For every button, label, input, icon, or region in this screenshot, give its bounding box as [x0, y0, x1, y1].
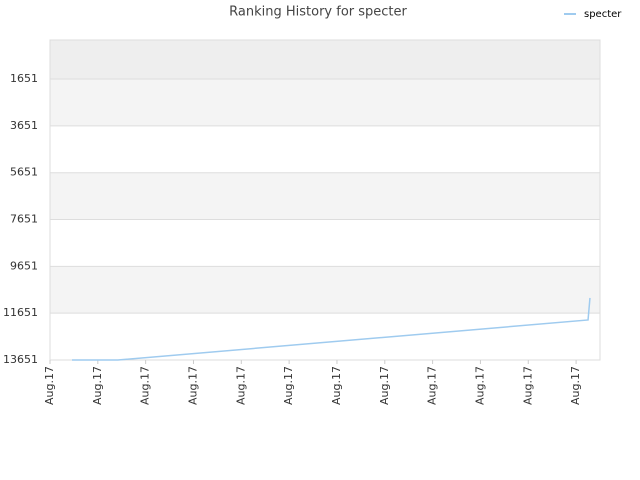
x-tick-label: Aug.17 — [569, 366, 582, 405]
x-tick-label: Aug.17 — [330, 366, 343, 405]
y-tick-label: 13651 — [3, 353, 38, 366]
legend-label: specter — [584, 9, 622, 20]
plot-band — [50, 79, 600, 126]
y-tick-label: 7651 — [10, 213, 38, 226]
y-tick-label: 3651 — [10, 119, 38, 132]
x-tick-label: Aug.17 — [234, 366, 247, 405]
y-tick-label: 5651 — [10, 166, 38, 179]
plot-band — [50, 313, 600, 360]
chart-title: Ranking History for specter — [229, 5, 407, 20]
x-tick-label: Aug.17 — [43, 366, 56, 405]
x-tick-label: Aug.17 — [521, 366, 534, 405]
y-tick-label: 9651 — [10, 259, 38, 272]
x-tick-label: Aug.17 — [91, 366, 104, 405]
plot-band — [50, 40, 600, 80]
x-tick-label: Aug.17 — [473, 366, 486, 405]
x-tick-label: Aug.17 — [426, 366, 439, 405]
y-tick-label: 1651 — [10, 72, 38, 85]
x-tick-label: Aug.17 — [378, 366, 391, 405]
y-tick-label: 11651 — [3, 306, 38, 319]
plot-border — [49, 39, 601, 361]
plot-band — [50, 219, 600, 267]
x-tick-label: Aug.17 — [282, 366, 295, 405]
plot-band — [50, 172, 600, 220]
x-tick-label: Aug.17 — [139, 366, 152, 405]
plot-band — [50, 125, 600, 173]
line — [72, 297, 591, 361]
plot-band — [50, 266, 600, 314]
x-tick-label: Aug.17 — [186, 366, 199, 405]
